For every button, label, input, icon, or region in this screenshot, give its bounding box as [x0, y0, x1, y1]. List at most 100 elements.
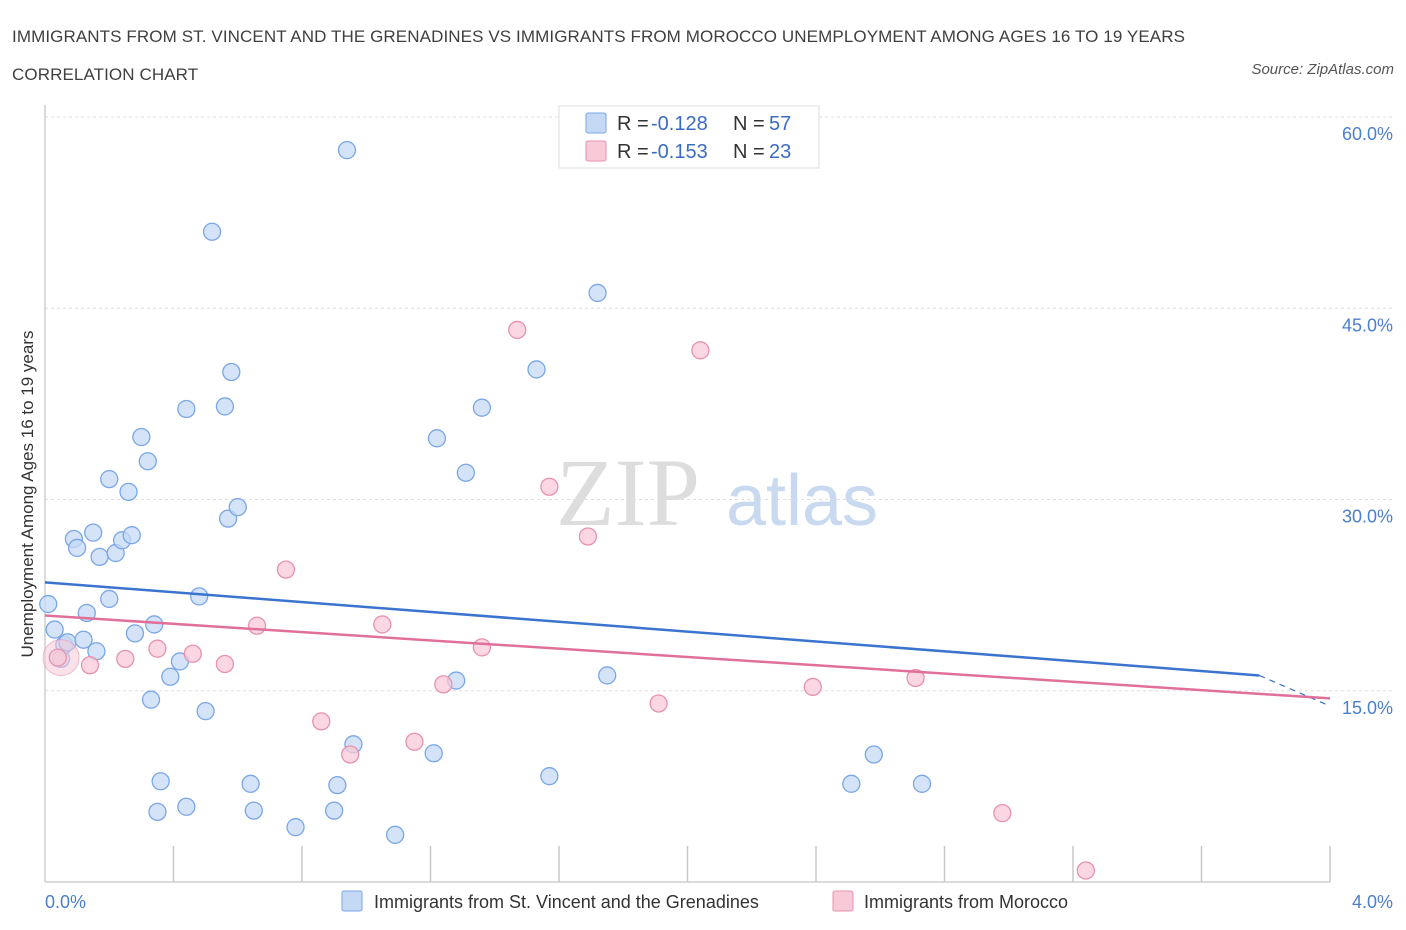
- point-morocco: [80, 656, 100, 675]
- point-stvincent: [427, 429, 447, 448]
- point-morocco: [472, 638, 492, 657]
- y-tick-label: 15.0%: [1342, 698, 1393, 718]
- point-stvincent: [228, 497, 247, 517]
- point-morocco: [312, 712, 331, 731]
- point-stvincent: [527, 360, 546, 379]
- point-stvincent: [39, 594, 58, 614]
- point-stvincent: [215, 397, 235, 416]
- x-ticks: [172, 846, 1331, 882]
- stats-legend: R = -0.128 N = 57 R = -0.153 N = 23: [558, 105, 820, 169]
- point-stvincent: [125, 624, 145, 643]
- point-stvincent: [90, 547, 109, 567]
- point-stvincent: [222, 362, 241, 382]
- point-morocco: [183, 644, 202, 663]
- chart-title: IMMIGRANTS FROM ST. VINCENT AND THE GREN…: [12, 27, 1186, 84]
- source-note: Source: ZipAtlas.com: [1251, 61, 1394, 78]
- point-stvincent: [598, 666, 617, 685]
- point-stvincent: [456, 463, 475, 482]
- y-tick-label: 30.0%: [1342, 507, 1393, 527]
- point-stvincent: [912, 774, 932, 793]
- point-stvincent: [141, 690, 161, 709]
- point-stvincent: [202, 222, 222, 241]
- point-stvincent: [588, 283, 607, 303]
- point-morocco: [215, 654, 235, 674]
- point-morocco: [540, 477, 559, 496]
- point-stvincent: [74, 630, 93, 649]
- point-morocco: [247, 616, 267, 635]
- point-stvincent: [67, 538, 87, 558]
- point-stvincent: [386, 825, 405, 844]
- point-stvincent: [324, 801, 344, 820]
- point-stvincent: [842, 774, 861, 793]
- trendline-stvincent: [44, 581, 1260, 677]
- y-tick-labels: 15.0% 30.0% 45.0% 60.0%: [1342, 124, 1393, 718]
- point-stvincent: [244, 801, 263, 820]
- point-stvincent: [337, 140, 357, 160]
- gridlines: [45, 116, 1392, 692]
- y-axis-label: Unemployment Among Ages 16 to 19 years: [18, 331, 37, 658]
- legend-n-value-1: 57: [769, 113, 791, 135]
- point-stvincent: [119, 482, 138, 502]
- point-stvincent: [138, 452, 157, 471]
- point-stvincent: [177, 399, 196, 419]
- point-stvincent: [864, 745, 883, 764]
- point-morocco: [508, 320, 527, 340]
- x-tick-label-max: 4.0%: [1352, 892, 1393, 912]
- legend-n-value-2: 23: [769, 141, 791, 163]
- point-stvincent: [540, 767, 559, 786]
- bottom-legend-swatch-morocco: [832, 890, 854, 912]
- point-stvincent: [145, 615, 164, 634]
- point-stvincent: [472, 398, 492, 417]
- point-morocco: [148, 639, 167, 658]
- data-points: [39, 140, 1095, 880]
- point-morocco: [116, 649, 135, 669]
- point-stvincent: [190, 587, 209, 606]
- point-stvincent: [100, 469, 119, 489]
- trendline-stvincent-extension: [1259, 674, 1331, 707]
- point-morocco: [803, 677, 822, 697]
- point-morocco: [48, 648, 67, 667]
- legend-r-value-2: -0.153: [651, 141, 708, 163]
- point-morocco: [906, 668, 925, 688]
- point-morocco: [691, 341, 710, 360]
- legend-r-label-1: R =: [617, 113, 649, 135]
- legend-swatch-morocco: [585, 140, 607, 162]
- point-stvincent: [196, 702, 215, 721]
- point-morocco: [373, 615, 392, 634]
- watermark-zip: ZIP: [556, 439, 700, 546]
- legend-r-value-1: -0.128: [651, 113, 708, 135]
- point-stvincent: [424, 744, 443, 763]
- y-tick-label: 45.0%: [1342, 315, 1393, 335]
- y-tick-label: 60.0%: [1342, 124, 1393, 144]
- point-morocco: [276, 560, 296, 579]
- point-stvincent: [132, 427, 151, 447]
- point-stvincent: [45, 620, 64, 639]
- point-morocco: [434, 675, 453, 694]
- point-stvincent: [122, 526, 141, 545]
- point-morocco: [993, 804, 1012, 823]
- point-stvincent: [148, 802, 167, 822]
- series-legend: Immigrants from St. Vincent and the Gren…: [341, 890, 1068, 912]
- point-morocco: [341, 745, 360, 764]
- point-morocco: [405, 732, 424, 751]
- trend-lines: [44, 581, 1331, 707]
- legend-n-label-2: N =: [733, 141, 765, 163]
- legend-n-label-1: N =: [733, 113, 765, 135]
- point-stvincent: [151, 772, 170, 791]
- point-stvincent: [161, 667, 180, 686]
- point-stvincent: [328, 775, 347, 795]
- point-stvincent: [241, 774, 260, 793]
- point-stvincent: [100, 589, 119, 609]
- point-stvincent: [84, 523, 103, 542]
- watermark-atlas: atlas: [726, 461, 878, 541]
- x-tick-label-min: 0.0%: [45, 892, 86, 912]
- bottom-legend-label-morocco: Immigrants from Morocco: [864, 892, 1068, 912]
- bottom-legend-label-stvincent: Immigrants from St. Vincent and the Gren…: [374, 892, 759, 912]
- point-stvincent: [177, 797, 196, 816]
- trendline-morocco: [44, 614, 1331, 700]
- bottom-legend-swatch-stvincent: [341, 890, 363, 912]
- point-stvincent: [286, 818, 305, 837]
- point-morocco: [578, 527, 598, 546]
- legend-r-label-2: R =: [617, 141, 649, 163]
